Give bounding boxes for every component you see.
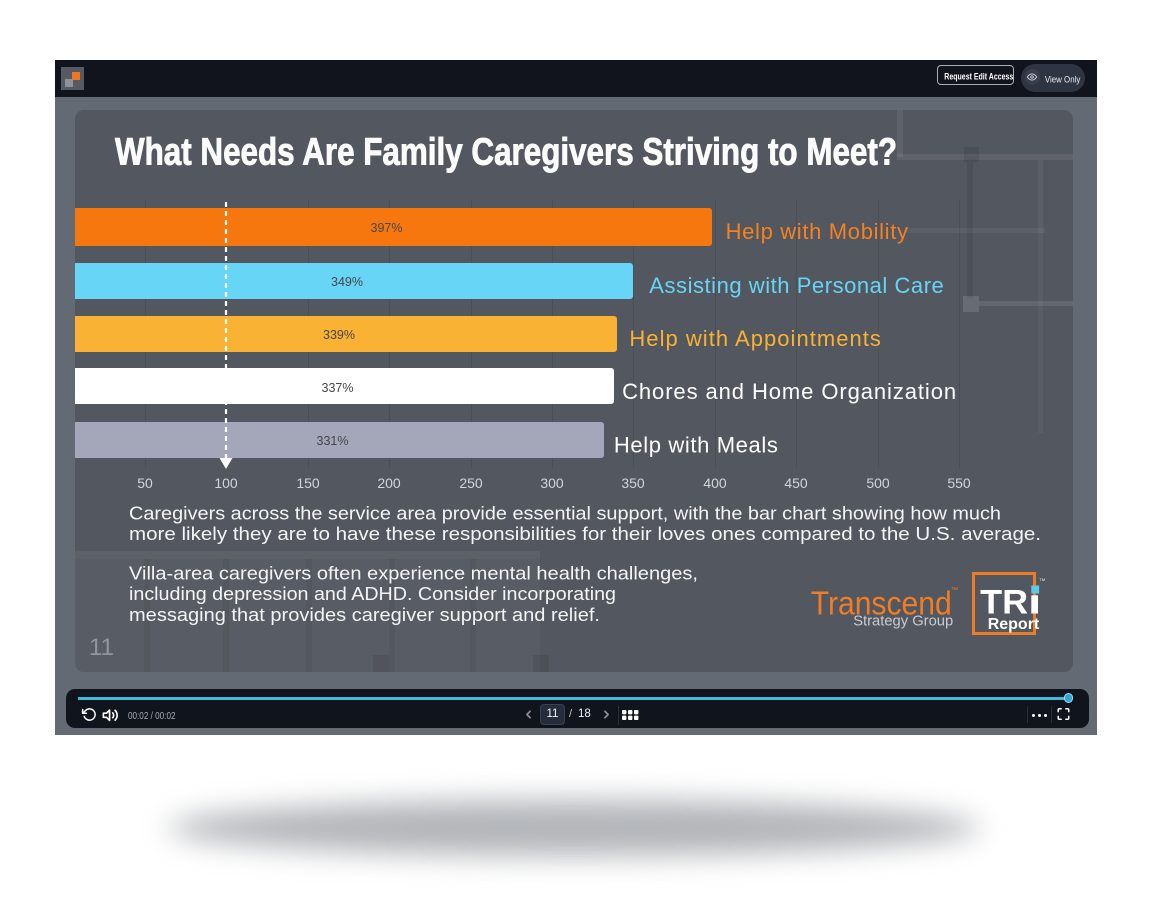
svg-text:Request Edit Access: Request Edit Access	[944, 71, 1013, 81]
svg-text:Villa-area caregivers often ex: Villa-area caregivers often experience m…	[129, 562, 698, 583]
svg-text:Help with Appointments: Help with Appointments	[629, 326, 881, 351]
svg-text:including depression and ADHD.: including depression and ADHD. Consider …	[129, 583, 616, 604]
svg-text:Help with Meals: Help with Meals	[614, 433, 778, 458]
svg-text:Caregivers across the service: Caregivers across the service area provi…	[129, 502, 1001, 523]
svg-text:Report: Report	[988, 616, 1040, 633]
svg-text:™: ™	[951, 587, 958, 594]
svg-text:Transcend: Transcend	[811, 585, 952, 622]
svg-text:Assisting with Personal Care: Assisting with Personal Care	[649, 273, 944, 298]
svg-text:Chores and Home Organization: Chores and Home Organization	[622, 379, 956, 404]
svg-text:Strategy Group: Strategy Group	[853, 613, 953, 630]
svg-text:messaging that provides caregi: messaging that provides caregiver suppor…	[129, 604, 600, 625]
svg-text:more likely they are to have t: more likely they are to have these respo…	[129, 523, 1041, 544]
svg-text:TR: TR	[980, 584, 1028, 622]
svg-text:00:02 / 00:02: 00:02 / 00:02	[128, 711, 176, 722]
svg-text:View Only: View Only	[1045, 74, 1081, 84]
svg-text:Help with Mobility: Help with Mobility	[726, 219, 908, 244]
svg-text:What Needs Are Family Caregive: What Needs Are Family Caregivers Strivin…	[115, 132, 897, 174]
